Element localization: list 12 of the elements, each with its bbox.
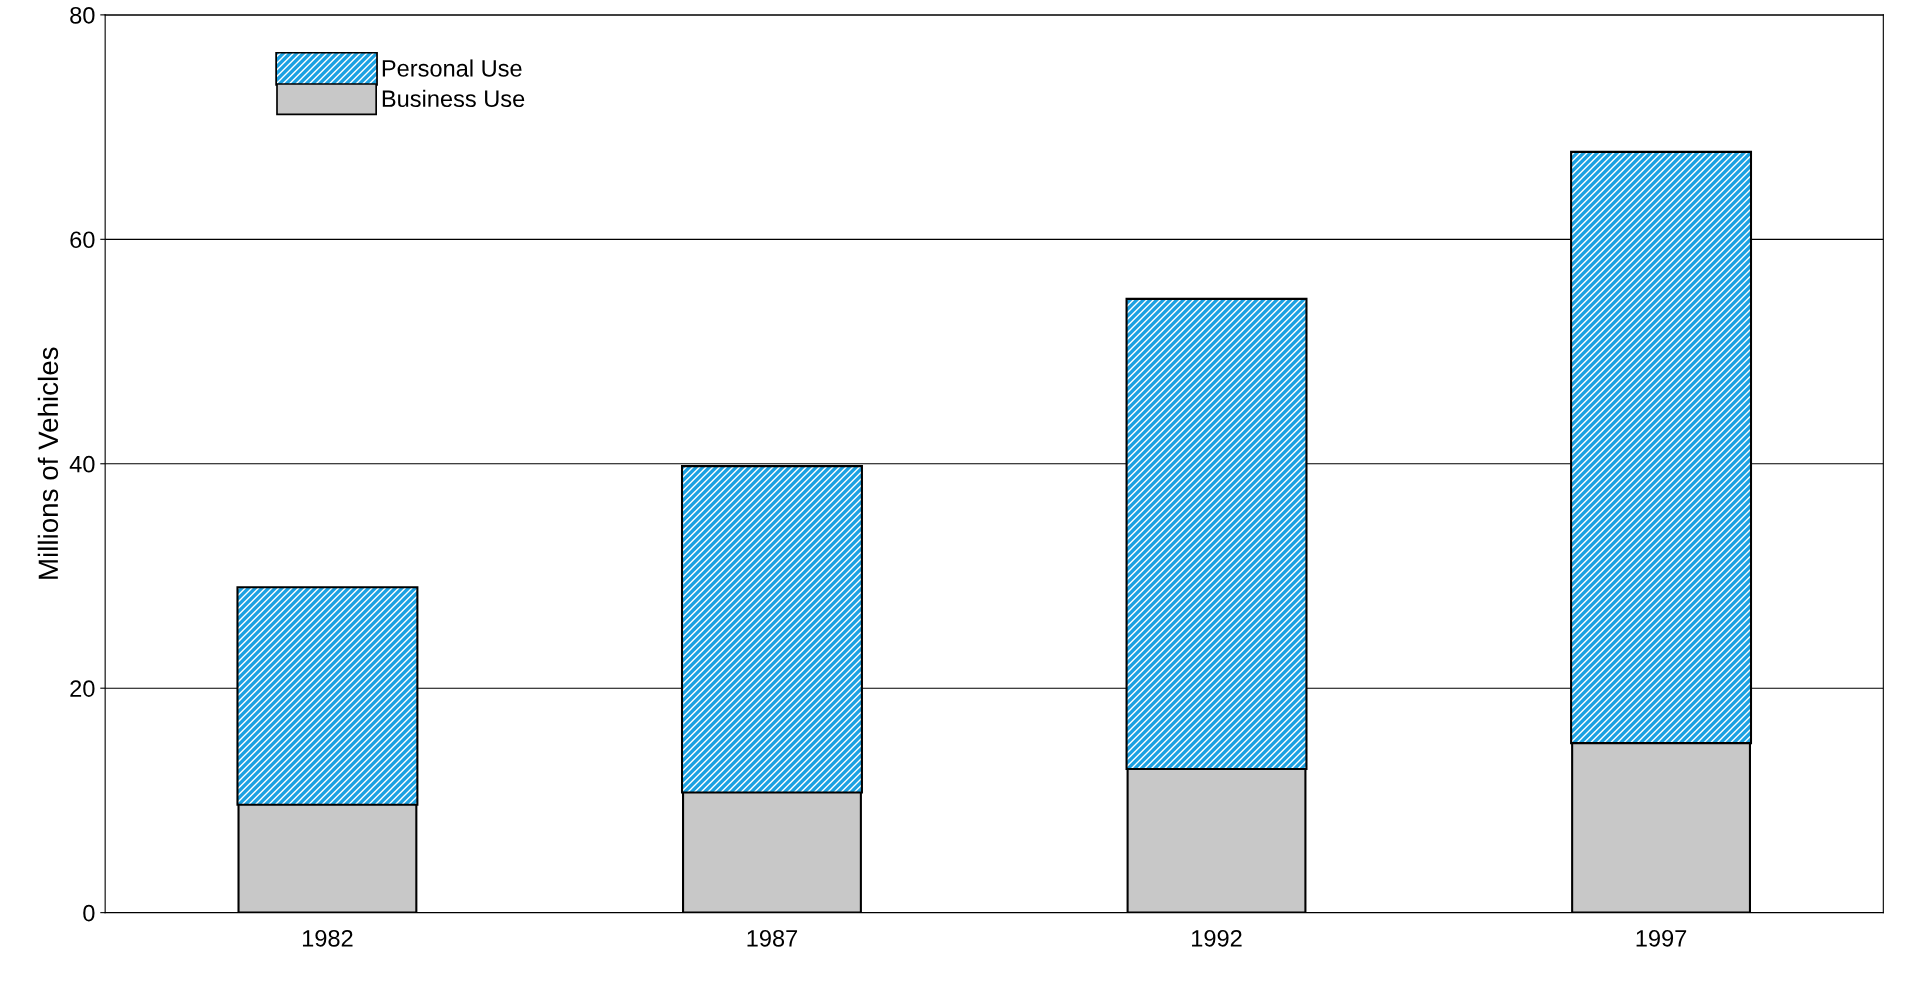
y-tick-label: 20 [70,680,95,697]
y-tick-label: 60 [70,231,95,249]
y-tick-label: 40 [69,455,95,473]
x-tick-label: 1997 [1636,929,1687,947]
legend-label: Personal Use [382,59,522,77]
y-tick-label: 0 [83,904,95,922]
legend-label: Business Use [382,89,525,108]
x-tick-label: 1992 [1192,929,1242,947]
x-tick-label: 1987 [747,929,798,947]
y-tick-label: 80 [70,6,95,24]
x-tick-label: 1982 [302,929,353,947]
y-axis-title: Millions of Vehicles [37,347,59,579]
